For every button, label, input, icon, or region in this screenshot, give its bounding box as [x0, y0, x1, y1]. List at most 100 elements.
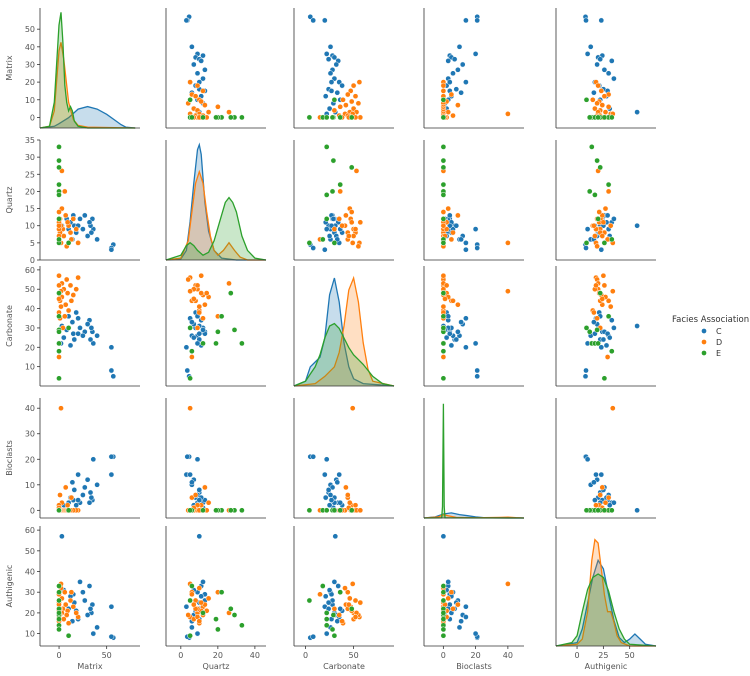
point-C-9	[84, 233, 91, 239]
point-D-22	[339, 222, 345, 229]
point-D-13	[353, 168, 360, 174]
point-C-2	[598, 344, 605, 351]
point-E-2	[227, 507, 234, 514]
point-D-13	[226, 109, 232, 115]
point-C-7	[87, 605, 94, 612]
legend-label-E: E	[716, 349, 721, 358]
point-D-7	[355, 243, 362, 250]
point-D-6	[64, 219, 71, 226]
point-C-2	[463, 246, 469, 253]
point-D-14	[196, 303, 203, 310]
legend-marker-E	[701, 350, 707, 356]
point-D-22	[339, 618, 345, 625]
point-E-6	[306, 114, 313, 121]
point-D-9	[61, 313, 68, 320]
point-C-12	[77, 216, 83, 222]
point-D-15	[349, 581, 356, 587]
point-E-3	[56, 181, 62, 188]
point-C-20	[200, 327, 206, 333]
point-D-18	[357, 114, 364, 121]
point-D-7	[63, 276, 70, 283]
point-D-11	[331, 226, 338, 232]
point-D-1	[595, 82, 601, 89]
point-C-0	[474, 373, 481, 380]
point-E-7	[319, 583, 326, 589]
point-E-2	[597, 290, 604, 296]
point-E-7	[608, 236, 615, 243]
point-E-9	[595, 507, 601, 514]
point-E-8	[65, 507, 72, 514]
kde-line-E	[165, 196, 267, 261]
point-D-2	[70, 216, 77, 222]
point-C-18	[448, 342, 455, 349]
point-D-12	[445, 109, 452, 115]
point-C-11	[605, 70, 612, 77]
legend-label-C: C	[716, 327, 722, 336]
point-E-3	[605, 313, 612, 320]
point-E-5	[592, 192, 598, 198]
point-E-9	[200, 507, 206, 514]
kde-line-E	[423, 403, 525, 519]
point-D-12	[205, 499, 212, 506]
point-D-7	[594, 243, 600, 250]
point-C-4	[323, 630, 330, 637]
point-C-2	[183, 17, 190, 24]
y-tick-label: 0	[30, 506, 35, 515]
point-E-9	[440, 114, 447, 121]
point-D-8	[455, 212, 461, 219]
point-C-23	[323, 226, 330, 232]
point-E-2	[440, 164, 447, 171]
point-D-23	[599, 296, 606, 302]
point-C-18	[322, 494, 329, 501]
point-C-6	[88, 229, 95, 236]
point-C-14	[73, 502, 80, 509]
point-D-12	[346, 499, 353, 506]
point-C-8	[608, 317, 615, 324]
point-D-19	[189, 354, 195, 360]
point-C-17	[334, 618, 341, 625]
point-E-6	[56, 375, 62, 382]
y-tick-label: 60	[25, 526, 35, 535]
point-C-18	[322, 93, 329, 100]
y-tick-label: 20	[25, 78, 35, 87]
point-C-4	[323, 51, 330, 57]
panel-bioclasts-vs-carbonate	[293, 398, 394, 519]
point-D-23	[442, 296, 448, 302]
point-E-9	[56, 507, 62, 514]
point-C-12	[611, 499, 617, 506]
panel-authigenic-vs-bioclasts: 0 20 40 Bioclasts	[423, 526, 524, 671]
point-D-9	[605, 188, 612, 195]
point-C-4	[323, 456, 330, 463]
point-C-2	[598, 17, 605, 24]
point-E-8	[187, 632, 193, 639]
point-E-3	[56, 589, 62, 596]
point-C-2	[463, 603, 469, 610]
y-tick-label: 30	[25, 324, 35, 333]
point-C-10	[455, 66, 461, 73]
point-C-2	[108, 246, 115, 253]
y-axis-label: Carbonate	[5, 305, 14, 347]
point-C-1	[310, 17, 317, 24]
point-D-10	[350, 233, 357, 239]
point-D-21	[596, 209, 603, 215]
point-D-8	[455, 301, 461, 308]
point-D-21	[348, 209, 355, 215]
point-E-4	[586, 114, 593, 121]
point-D-17	[57, 492, 63, 498]
point-C-18	[67, 342, 74, 349]
point-D-22	[196, 618, 203, 625]
point-C-14	[73, 309, 80, 316]
x-tick-label: 25	[598, 651, 608, 660]
point-C-3	[94, 481, 100, 488]
point-E-0	[56, 144, 62, 150]
point-D-20	[56, 282, 62, 289]
point-D-1	[350, 82, 357, 89]
kde-line-D	[555, 538, 656, 647]
point-D-3	[448, 236, 455, 243]
point-E-1	[594, 157, 600, 164]
point-E-2	[348, 605, 355, 612]
point-E-1	[440, 157, 447, 164]
point-D-14	[342, 585, 348, 591]
panel-matrix-vs-matrix: 0 10 20 30 40 50 Matrix	[5, 8, 140, 129]
panel-bioclasts-vs-bioclasts	[423, 398, 525, 519]
